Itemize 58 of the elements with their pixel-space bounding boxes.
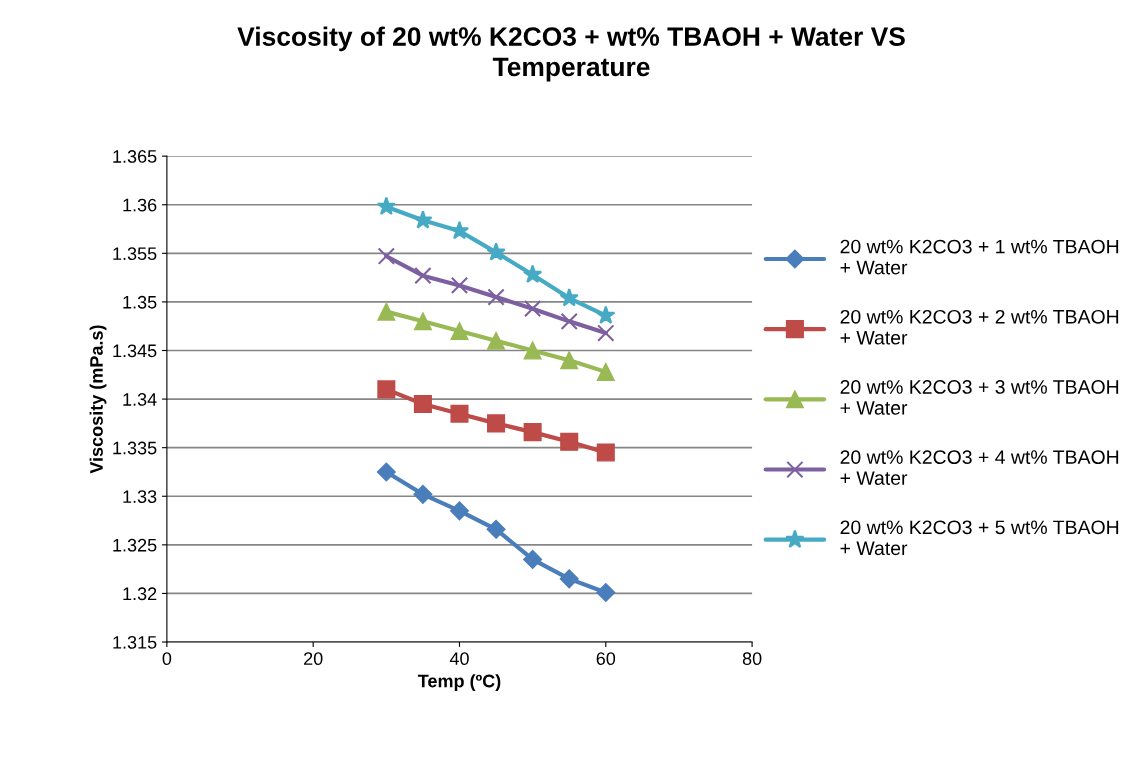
point [559, 287, 579, 307]
y-tick-label: 1.34 [123, 393, 157, 406]
point [596, 305, 616, 324]
point [449, 501, 470, 521]
point [377, 380, 396, 399]
point [523, 423, 542, 442]
point [377, 302, 396, 321]
point [487, 331, 506, 350]
x-tick-label: 0 [162, 652, 172, 666]
y-tick-label: 1.345 [113, 344, 157, 358]
point [413, 210, 433, 229]
point [486, 242, 506, 261]
x-tick-label: 80 [742, 652, 762, 666]
x-tick-label: 60 [596, 652, 616, 666]
y-tick-label: 1.325 [113, 538, 157, 552]
point [413, 394, 432, 413]
point [413, 312, 432, 331]
y-tick-label: 1.355 [113, 247, 157, 261]
point [559, 569, 579, 589]
legend-label: 20 wt% K2CO3 + 2 wt% TBAOH + Water [840, 309, 1119, 345]
y-tick-label: 1.32 [123, 587, 157, 601]
y-tick-label: 1.33 [123, 490, 157, 503]
legend-label: 20 wt% K2CO3 + 5 wt% TBAOH + Water [840, 520, 1119, 556]
y-tick-label: 1.335 [113, 441, 157, 455]
point [523, 549, 543, 569]
legend-label: 20 wt% K2CO3 + 3 wt% TBAOH + Water [840, 380, 1119, 415]
y-tick-label: 1.35 [123, 295, 157, 309]
point [376, 462, 396, 482]
point [523, 264, 543, 284]
point [450, 322, 469, 341]
point [560, 351, 579, 370]
y-tick-label: 1.365 [113, 150, 157, 163]
point [560, 312, 578, 331]
x-tick-label: 20 [304, 652, 323, 666]
chart-title: Viscosity of 20 wt% K2CO3 + wt% TBAOH + Water VS Temperature [237, 26, 905, 82]
point [413, 484, 433, 504]
point [487, 288, 505, 306]
x-tick-label: 40 [449, 652, 469, 666]
point [597, 324, 615, 342]
y-tick-label: 1.315 [113, 635, 157, 649]
point [523, 300, 542, 318]
legend-label: 20 wt% K2CO3 + 1 wt% TBAOH + Water [840, 239, 1119, 275]
point [376, 196, 396, 216]
point [450, 276, 469, 295]
point [560, 432, 579, 451]
point [596, 582, 616, 603]
point [596, 362, 615, 381]
x-axis-title: Temp (ºC) [417, 674, 501, 691]
y-tick-label: 1.36 [123, 198, 157, 212]
point [377, 247, 396, 265]
point [450, 404, 469, 423]
point [487, 414, 506, 433]
point [486, 519, 506, 539]
point [523, 341, 542, 360]
point [596, 443, 615, 462]
point [414, 266, 432, 285]
legend-label: 20 wt% K2CO3 + 4 wt% TBAOH + Water [840, 450, 1119, 485]
y-axis-title: Viscosity (mPa.s) [89, 325, 107, 474]
